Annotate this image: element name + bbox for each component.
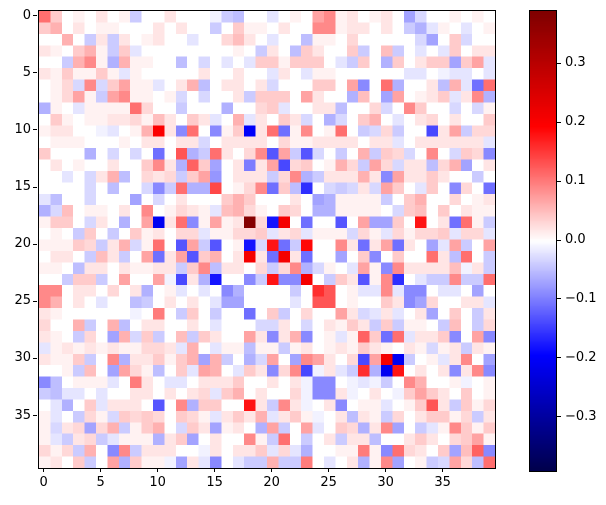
y-tick-label: 35 bbox=[14, 407, 31, 423]
heatmap-canvas bbox=[39, 11, 495, 468]
y-tick-mark bbox=[33, 243, 37, 245]
x-tick-mark bbox=[214, 468, 216, 472]
colorbar-tick-mark bbox=[557, 239, 561, 241]
x-tick-label: 20 bbox=[263, 475, 280, 490]
y-tick-mark bbox=[33, 72, 37, 74]
y-tick-label: 20 bbox=[14, 236, 31, 252]
colorbar-tick-label: −0.1 bbox=[565, 290, 597, 306]
colorbar bbox=[529, 10, 557, 472]
x-tick-label: 5 bbox=[96, 475, 105, 490]
x-tick-label: 35 bbox=[434, 475, 451, 490]
x-tick-mark bbox=[43, 468, 45, 472]
colorbar-tick-mark bbox=[557, 121, 561, 123]
colorbar-tick-mark bbox=[557, 62, 561, 64]
colorbar-tick-mark bbox=[557, 180, 561, 182]
y-tick-label: 5 bbox=[22, 64, 31, 80]
colorbar-tick-label: 0.0 bbox=[565, 232, 586, 247]
x-tick-mark bbox=[442, 468, 444, 472]
colorbar-tick-mark bbox=[557, 416, 561, 418]
x-tick-mark bbox=[157, 468, 159, 472]
y-tick-label: 10 bbox=[14, 121, 31, 137]
y-tick-mark bbox=[33, 357, 37, 359]
x-tick-mark bbox=[271, 468, 273, 472]
x-tick-label: 25 bbox=[320, 475, 337, 490]
y-tick-mark bbox=[33, 186, 37, 188]
colorbar-canvas bbox=[530, 11, 556, 471]
y-tick-mark bbox=[33, 129, 37, 131]
colorbar-tick-mark bbox=[557, 298, 561, 300]
x-tick-label: 0 bbox=[39, 475, 48, 490]
y-tick-label: 15 bbox=[14, 179, 31, 195]
colorbar-tick-label: 0.3 bbox=[565, 55, 586, 71]
x-tick-label: 30 bbox=[377, 475, 394, 490]
y-tick-label: 30 bbox=[14, 350, 31, 366]
y-tick-mark bbox=[33, 300, 37, 302]
colorbar-tick-label: 0.2 bbox=[565, 114, 586, 130]
x-tick-label: 15 bbox=[206, 475, 223, 490]
y-tick-mark bbox=[33, 15, 37, 17]
heatmap-plot-area bbox=[38, 10, 496, 469]
colorbar-tick-label: −0.2 bbox=[565, 349, 597, 365]
x-tick-mark bbox=[100, 468, 102, 472]
x-tick-mark bbox=[385, 468, 387, 472]
y-tick-label: 25 bbox=[14, 293, 31, 309]
y-tick-label: 0 bbox=[22, 7, 31, 23]
colorbar-tick-mark bbox=[557, 357, 561, 359]
y-tick-mark bbox=[33, 415, 37, 417]
colorbar-tick-label: 0.1 bbox=[565, 173, 586, 189]
colorbar-tick-label: −0.3 bbox=[565, 408, 597, 424]
x-tick-mark bbox=[328, 468, 330, 472]
x-tick-label: 10 bbox=[149, 475, 166, 490]
